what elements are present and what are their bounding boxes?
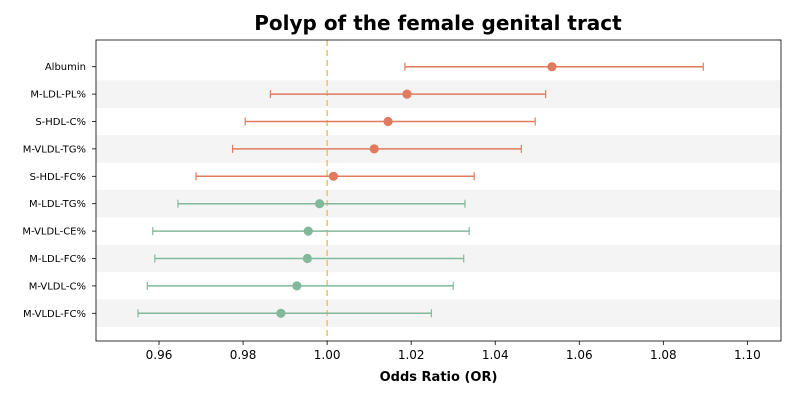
or-point [302, 253, 312, 264]
y-tick-label: S-HDL-C% [35, 117, 86, 128]
y-tick-label: M-VLDL-TG% [23, 144, 86, 155]
forest-row [146, 281, 454, 291]
forest-row [177, 199, 466, 209]
y-axis: Albumin M-LDL-PL% S-HDL-C% M-VLDL-TG% S-HDL-… [22, 62, 96, 320]
or-point [314, 199, 325, 209]
or-point [383, 116, 393, 127]
x-tick-label: 1.00 [314, 348, 341, 362]
forest-row [137, 308, 432, 318]
or-point [402, 89, 412, 99]
x-tick-label: 1.10 [734, 348, 761, 362]
y-tick-label: M-LDL-TG% [29, 199, 86, 210]
y-tick-label: Albumin [45, 62, 86, 73]
x-axis-title: Odds Ratio (OR) [380, 370, 498, 385]
y-tick-label: M-VLDL-FC% [23, 309, 86, 320]
forest-row [152, 226, 470, 236]
forest-row [231, 144, 522, 154]
forest-row [154, 253, 465, 264]
forest-row [195, 171, 475, 181]
x-tick-label: 0.96 [146, 348, 173, 362]
data-marks [137, 62, 704, 318]
x-tick-label: 0.98 [230, 348, 257, 362]
or-point [276, 308, 286, 318]
y-tick-label: M-VLDL-C% [29, 281, 86, 292]
y-tick-label: S-HDL-FC% [30, 172, 86, 183]
x-tick-label: 1.02 [398, 348, 425, 362]
chart-title: Polyp of the female genital tract [254, 11, 622, 35]
x-tick-label: 1.04 [482, 348, 509, 362]
x-tick-label: 1.06 [566, 348, 593, 362]
or-point [328, 171, 339, 181]
x-tick-label: 1.08 [650, 348, 677, 362]
plot-frame [95, 39, 782, 342]
or-point [292, 281, 302, 291]
x-axis: 0.96 0.98 1.00 1.02 1.04 1.06 1.08 1.10 [146, 341, 761, 362]
y-tick-label: M-LDL-PL% [30, 90, 86, 101]
forest-row [269, 89, 547, 99]
y-tick-label: M-LDL-FC% [29, 254, 86, 265]
or-point [547, 62, 557, 72]
forest-row [244, 116, 536, 127]
forest-row [404, 62, 704, 72]
y-tick-label: M-VLDL-CE% [22, 227, 86, 238]
or-point [303, 226, 313, 236]
or-point [369, 144, 379, 154]
